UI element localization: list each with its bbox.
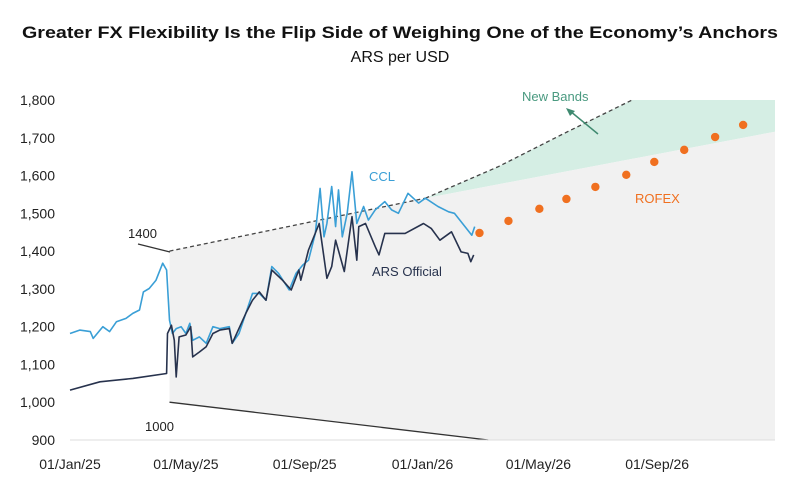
y-tick-label: 1,700 xyxy=(20,130,55,146)
plot-area xyxy=(69,99,775,441)
x-tick-label: 01/May/25 xyxy=(153,456,219,472)
new-bands-label: New Bands xyxy=(522,89,589,104)
new-bands-area xyxy=(425,100,775,199)
upper-band-start-label: 1400 xyxy=(128,226,157,241)
y-tick-label: 1,800 xyxy=(20,92,55,108)
upper-band-leader xyxy=(137,243,171,253)
new-bands-arrow xyxy=(569,110,599,135)
rofex-point xyxy=(535,204,544,213)
y-tick-label: 1,500 xyxy=(20,205,55,221)
lower-band-line xyxy=(169,401,489,441)
rofex-point xyxy=(622,170,631,179)
x-axis: 01/Jan/25 01/May/25 01/Sep/25 01/Jan/26 01/M… xyxy=(39,456,689,472)
y-tick-label: 1,600 xyxy=(20,168,55,184)
chart-title: Greater FX Flexibility Is the Flip Side … xyxy=(22,23,778,42)
y-tick-label: 1,400 xyxy=(20,243,55,259)
arrow-head-icon xyxy=(566,108,575,116)
annotations: 1400 1000 CCL ARS Official New Bands ROF… xyxy=(128,89,680,434)
y-tick-label: 1,200 xyxy=(20,319,55,335)
x-tick-label: 01/May/26 xyxy=(506,456,572,472)
official-label: ARS Official xyxy=(372,264,442,279)
x-tick-label: 01/Jan/25 xyxy=(39,456,101,472)
rofex-point xyxy=(650,157,659,167)
rofex-point xyxy=(591,182,600,192)
rofex-label: ROFEX xyxy=(635,191,680,206)
rofex-point xyxy=(738,120,748,130)
lower-band-start-label: 1000 xyxy=(145,419,174,434)
y-axis: 900 1,000 1,100 1,200 1,300 1,400 1,500 1,600 1,… xyxy=(20,92,55,448)
y-tick-label: 1,300 xyxy=(20,281,55,297)
rofex-point xyxy=(710,132,720,142)
rofex-point xyxy=(504,216,513,226)
band-area xyxy=(169,131,775,440)
x-tick-label: 01/Sep/26 xyxy=(625,456,689,472)
new-upper-band-line xyxy=(425,99,633,199)
x-tick-label: 01/Jan/26 xyxy=(392,456,454,472)
old-upper-band-line xyxy=(169,197,426,252)
rofex-point xyxy=(475,228,484,238)
official-line xyxy=(69,215,475,391)
chart-subtitle: ARS per USD xyxy=(351,49,450,66)
y-tick-label: 1,000 xyxy=(20,394,55,410)
y-tick-label: 900 xyxy=(32,432,56,448)
rofex-point xyxy=(680,145,689,155)
x-tick-label: 01/Sep/25 xyxy=(273,456,337,472)
rofex-point xyxy=(562,194,571,204)
y-tick-label: 1,100 xyxy=(20,356,55,372)
ccl-label: CCL xyxy=(369,169,395,184)
